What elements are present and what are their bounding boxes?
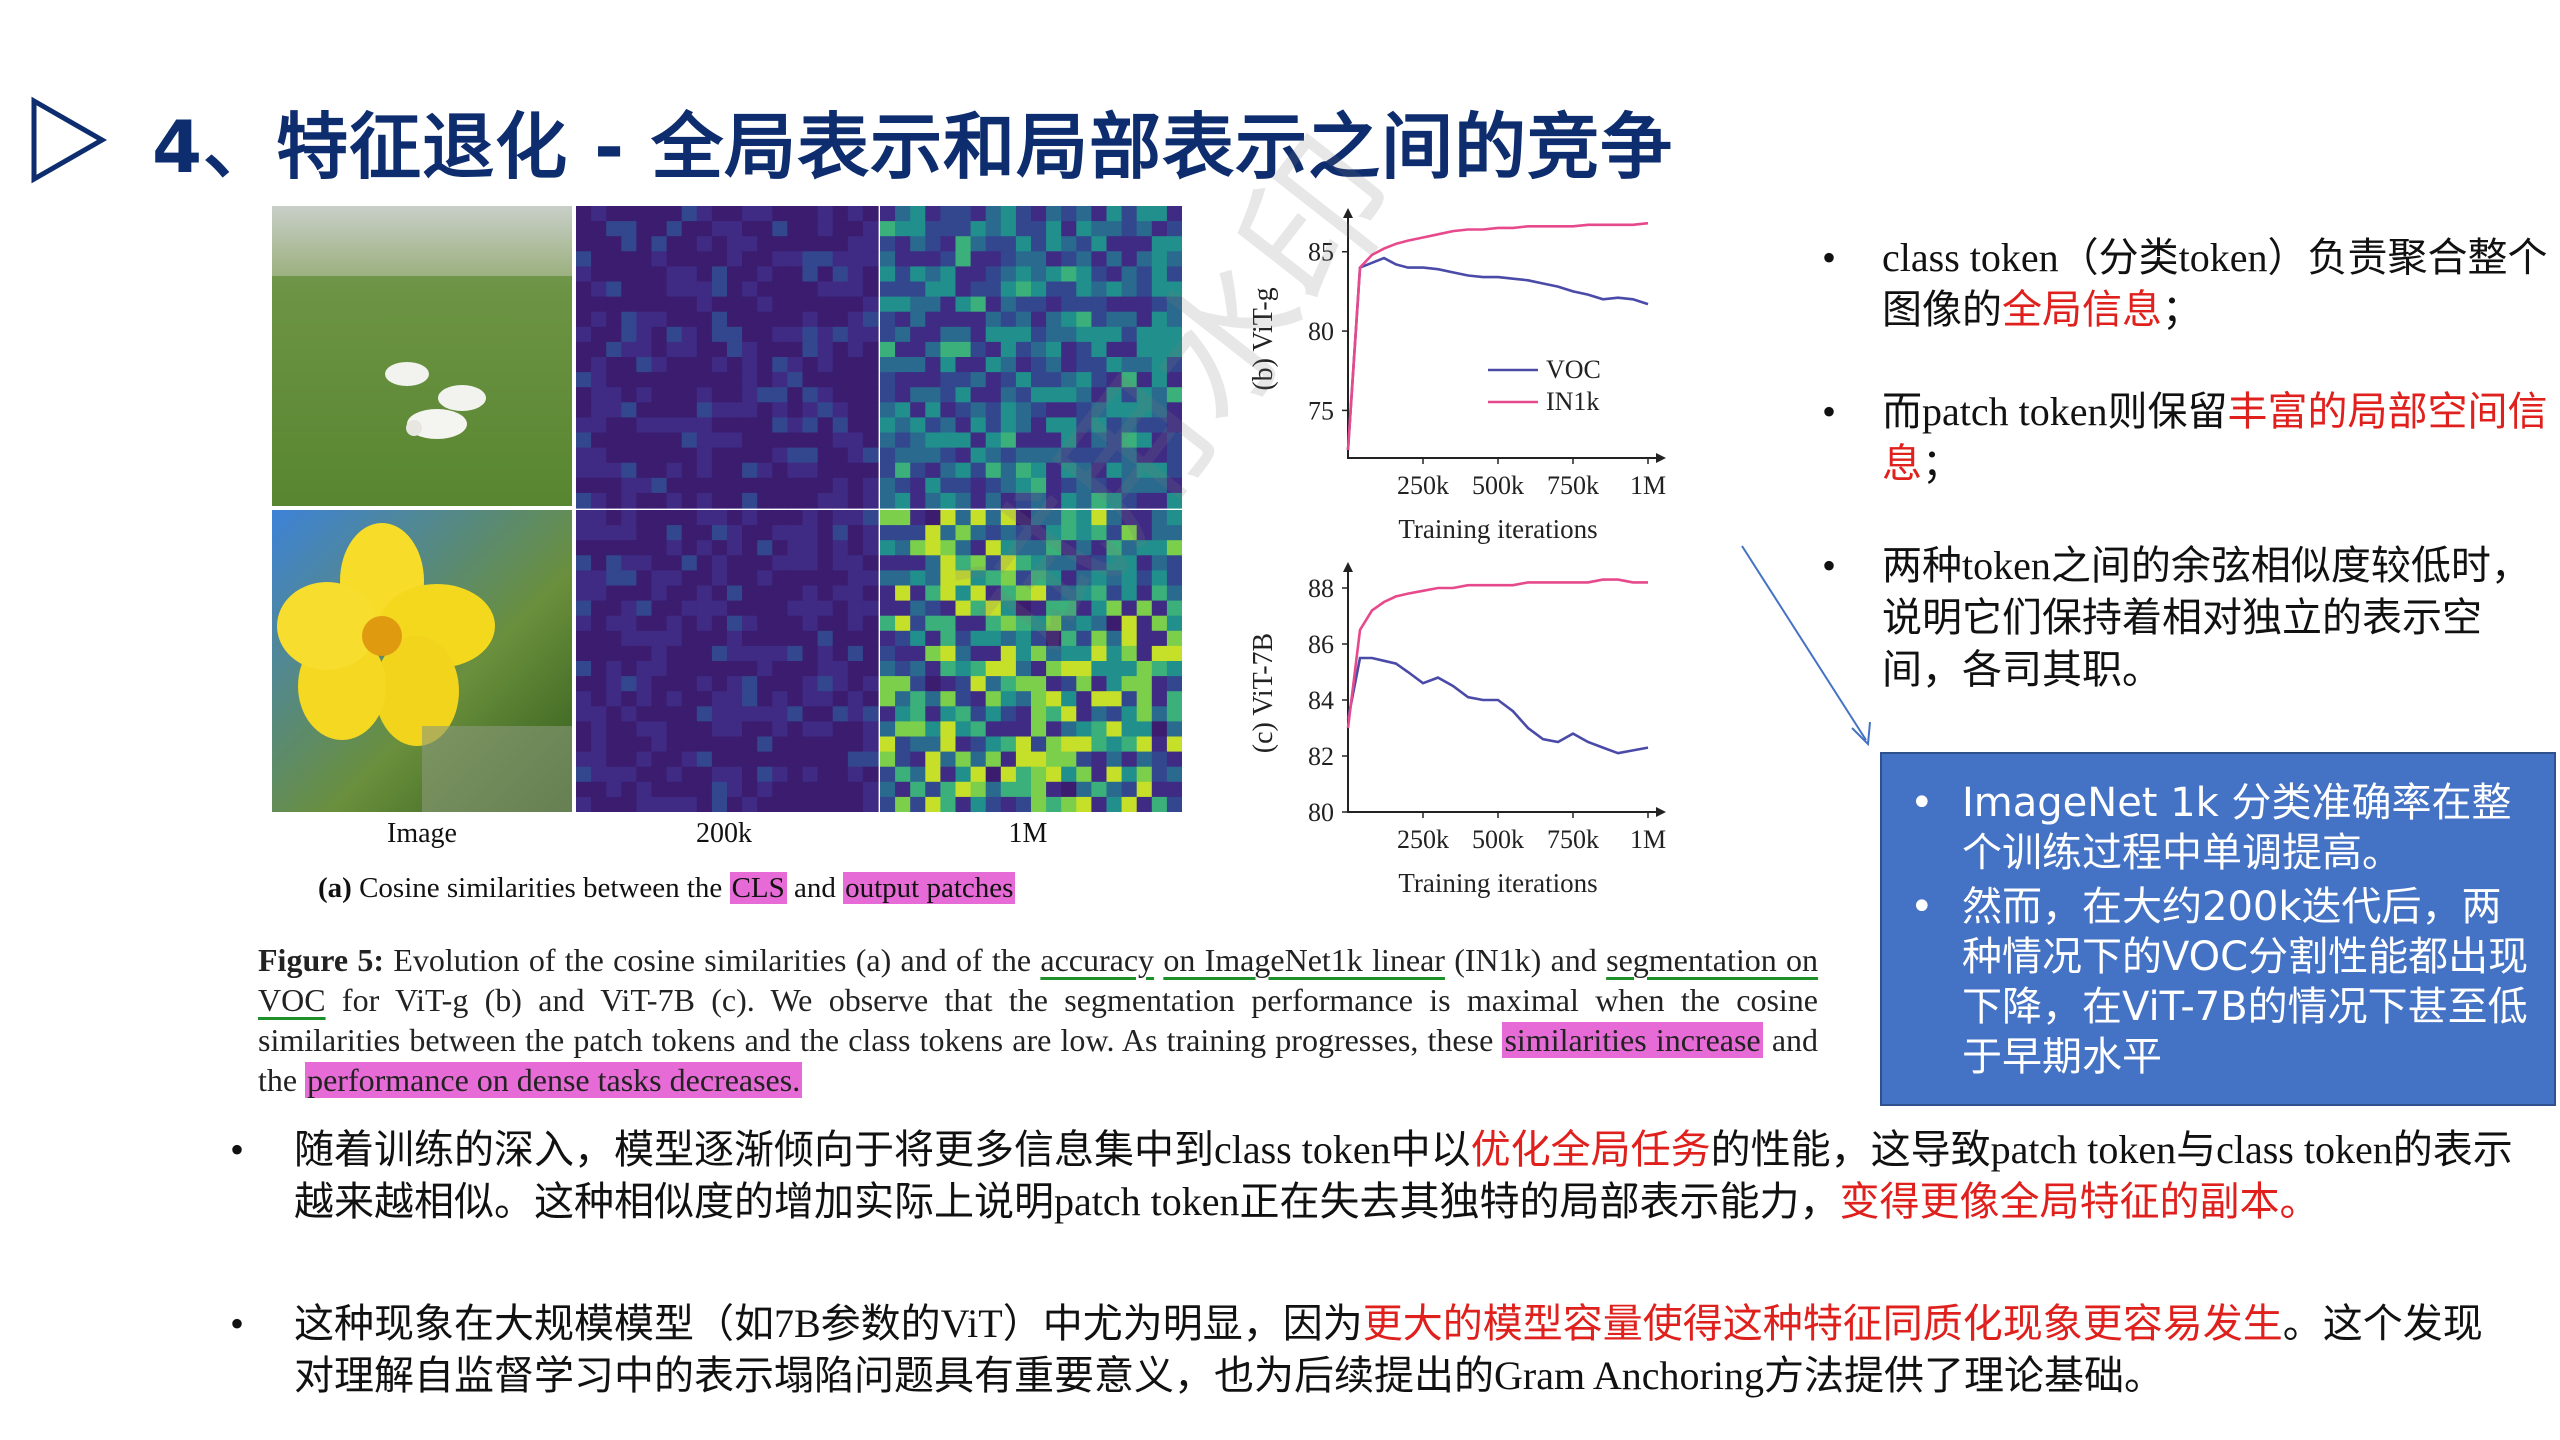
figure5-text-1: Evolution of the cosine similarities (a)… — [393, 942, 1032, 978]
bottom-bullet-1-red2: 变得更像全局特征的副本。 — [1839, 1179, 2320, 1224]
bullet-dot: • — [1910, 884, 1934, 930]
caption-a-text: Cosine similarities between the — [359, 872, 723, 904]
x-tick-label: 250k — [1397, 825, 1449, 854]
right-bullet-2: • 而patch token则保留丰富的局部空间信息； — [1810, 386, 2550, 490]
figure5-text-2: (IN1k) and — [1454, 942, 1597, 978]
y-tick-label: 75 — [1308, 396, 1334, 425]
col-label-image: Image — [387, 818, 457, 849]
x-tick-label: 1M — [1630, 471, 1666, 500]
caption-a-cls: CLS — [729, 872, 787, 904]
legend-label: VOC — [1546, 355, 1601, 384]
figure5-in1k: on ImageNet1k linear — [1163, 942, 1445, 978]
y-axis-label: (b) ViT-g — [1248, 287, 1279, 390]
axis-arrow — [1656, 453, 1666, 463]
play-arrow-icon — [31, 96, 108, 184]
bullet-dot: • — [1910, 780, 1934, 826]
caption-a-output: output patches — [843, 872, 1016, 904]
right-bullet-2-post: ； — [1922, 441, 1962, 486]
figure5-sim: similarities increase — [1502, 1022, 1763, 1058]
axis-arrow — [1343, 208, 1353, 218]
y-tick-label: 88 — [1308, 574, 1334, 603]
bullet-dot: • — [1822, 235, 1837, 280]
bottom-bullet-2: • 这种现象在大规模模型（如7B参数的ViT）中尤为明显，因为更大的模型容量使得… — [218, 1298, 2518, 1402]
right-bullet-1-red: 全局信息 — [2002, 287, 2162, 332]
x-tick-label: 250k — [1397, 471, 1449, 500]
right-bullet-3: • 两种token之间的余弦相似度较低时，说明它们保持着相对独立的表示空间，各司… — [1810, 540, 2550, 696]
x-axis-label: Training iterations — [1398, 868, 1597, 898]
summary-bullet-1-text: ImageNet 1k 分类准确率在整个训练过程中单调提高。 — [1962, 780, 2512, 876]
summary-bullet-2-text: 然而，在大约200k迭代后，两种情况下的VOC分割性能都出现下降，在ViT-7B… — [1962, 884, 2529, 1080]
y-axis-label: (c) ViT-7B — [1248, 633, 1279, 753]
bottom-bullet-1: • 随着训练的深入，模型逐渐倾向于将更多信息集中到class token中以优化… — [218, 1124, 2518, 1228]
right-bullet-2-text: 而patch token则保留 — [1882, 389, 2228, 434]
axis-arrow — [1656, 807, 1666, 817]
right-bullet-1-post: ； — [2162, 287, 2202, 332]
y-tick-label: 85 — [1308, 238, 1334, 267]
right-bullet-list: • class token（分类token）负责聚合整个图像的全局信息； • 而… — [1810, 232, 2550, 746]
x-tick-label: 500k — [1472, 471, 1524, 500]
sheep-photo — [272, 206, 572, 506]
bullet-dot: • — [1822, 389, 1837, 434]
figure5-text-4: and the — [258, 1022, 1819, 1098]
figure5-perf: performance on dense tasks decreases. — [305, 1062, 803, 1098]
x-tick-label: 500k — [1472, 825, 1524, 854]
figure-a-column-labels: Image 200k 1M — [272, 818, 1182, 858]
axis-arrow — [1343, 562, 1353, 572]
figure5-accuracy: accuracy — [1040, 942, 1155, 978]
title-bar: 4、特征退化 - 全局表示和局部表示之间的竞争 — [28, 90, 1673, 190]
x-tick-label: 750k — [1547, 471, 1599, 500]
bottom-bullet-1-red: 优化全局任务 — [1470, 1127, 1711, 1172]
chart-axes — [1347, 214, 1660, 459]
figure-a-caption: (a) Cosine similarities between the CLS … — [318, 872, 1016, 905]
col-label-200k: 200k — [696, 818, 752, 849]
chart-vit-7b-svg: 80 82 84 86 88 250k 500k 750k 1M Training iterati… — [1248, 562, 1666, 898]
legend-label: IN1k — [1546, 387, 1599, 416]
x-tick-label: 750k — [1547, 825, 1599, 854]
series-line-in1k — [1346, 578, 1648, 729]
chart-vit-g: 75 80 85 250k 500k 750k 1M Training iterations (… — [1228, 206, 1788, 546]
figure5-label: Figure 5: — [258, 942, 385, 978]
bottom-bullet-1-text: 随着训练的深入，模型逐渐倾向于将更多信息集中到class token中以 — [294, 1127, 1471, 1172]
caption-a-prefix: (a) — [318, 872, 352, 904]
bottom-bullet-2-mid: 。这个发现对理解自监督学习中的表示塌陷问题具有重要意义，也为后续提出的Gram … — [294, 1301, 2483, 1398]
summary-bullet-1: • ImageNet 1k 分类准确率在整个训练过程中单调提高。 — [1902, 778, 2534, 878]
right-bullet-1: • class token（分类token）负责聚合整个图像的全局信息； — [1810, 232, 2550, 336]
figure5-text-3: for ViT-g (b) and ViT-7B (c). We observe… — [258, 982, 1819, 1058]
y-tick-label: 82 — [1308, 742, 1334, 771]
bullet-dot: • — [1822, 543, 1837, 588]
series-line-voc — [1346, 656, 1649, 755]
figure5-seg: segmentation on VOC — [258, 942, 1819, 1018]
bullet-dot: • — [230, 1301, 245, 1346]
bottom-bullet-list: • 随着训练的深入，模型逐渐倾向于将更多信息集中到class token中以优化… — [218, 1124, 2518, 1402]
y-tick-label: 80 — [1308, 317, 1334, 346]
x-tick-label: 1M — [1630, 825, 1666, 854]
figure5-caption: Figure 5: Evolution of the cosine simila… — [258, 940, 1818, 1100]
chart-axes — [1347, 568, 1660, 813]
page-title: 4、特征退化 - 全局表示和局部表示之间的竞争 — [152, 104, 1674, 189]
bottom-bullet-2-text: 这种现象在大规模模型（如7B参数的ViT）中尤为明显，因为 — [294, 1301, 1363, 1346]
x-axis-label: Training iterations — [1398, 514, 1597, 544]
similarity-image-grid — [272, 206, 1182, 812]
y-tick-label: 80 — [1308, 798, 1334, 827]
bottom-bullet-1-mid: 的性能，这导致patch token与class token的表示越来越相似。这… — [294, 1127, 2513, 1224]
col-label-1m: 1M — [1008, 818, 1048, 849]
y-tick-label: 84 — [1308, 686, 1334, 715]
chart-vit-g-svg: 75 80 85 250k 500k 750k 1M Training iterations (… — [1248, 208, 1666, 544]
series-line-voc — [1346, 256, 1649, 451]
caption-a-and: and — [794, 872, 836, 904]
right-bullet-3-text: 两种token之间的余弦相似度较低时，说明它们保持着相对独立的表示空间，各司其职… — [1882, 543, 2531, 692]
summary-box: • ImageNet 1k 分类准确率在整个训练过程中单调提高。 • 然而，在大… — [1880, 752, 2556, 1106]
flower-photo — [272, 510, 572, 812]
bullet-dot: • — [230, 1127, 245, 1172]
right-bullet-1-text: class token（分类token）负责聚合整个图像的 — [1882, 235, 2548, 332]
summary-bullet-2: • 然而，在大约200k迭代后，两种情况下的VOC分割性能都出现下降，在ViT-… — [1902, 882, 2534, 1082]
y-tick-label: 86 — [1308, 630, 1334, 659]
series-line-in1k — [1346, 221, 1649, 451]
bottom-bullet-2-red: 更大的模型容量使得这种特征同质化现象更容易发生 — [1362, 1301, 2283, 1346]
right-bullet-2-red: 丰富的局部空间信息 — [1882, 389, 2548, 486]
chart-vit-7b: 80 82 84 86 88 250k 500k 750k 1M Training iterati… — [1228, 560, 1788, 900]
